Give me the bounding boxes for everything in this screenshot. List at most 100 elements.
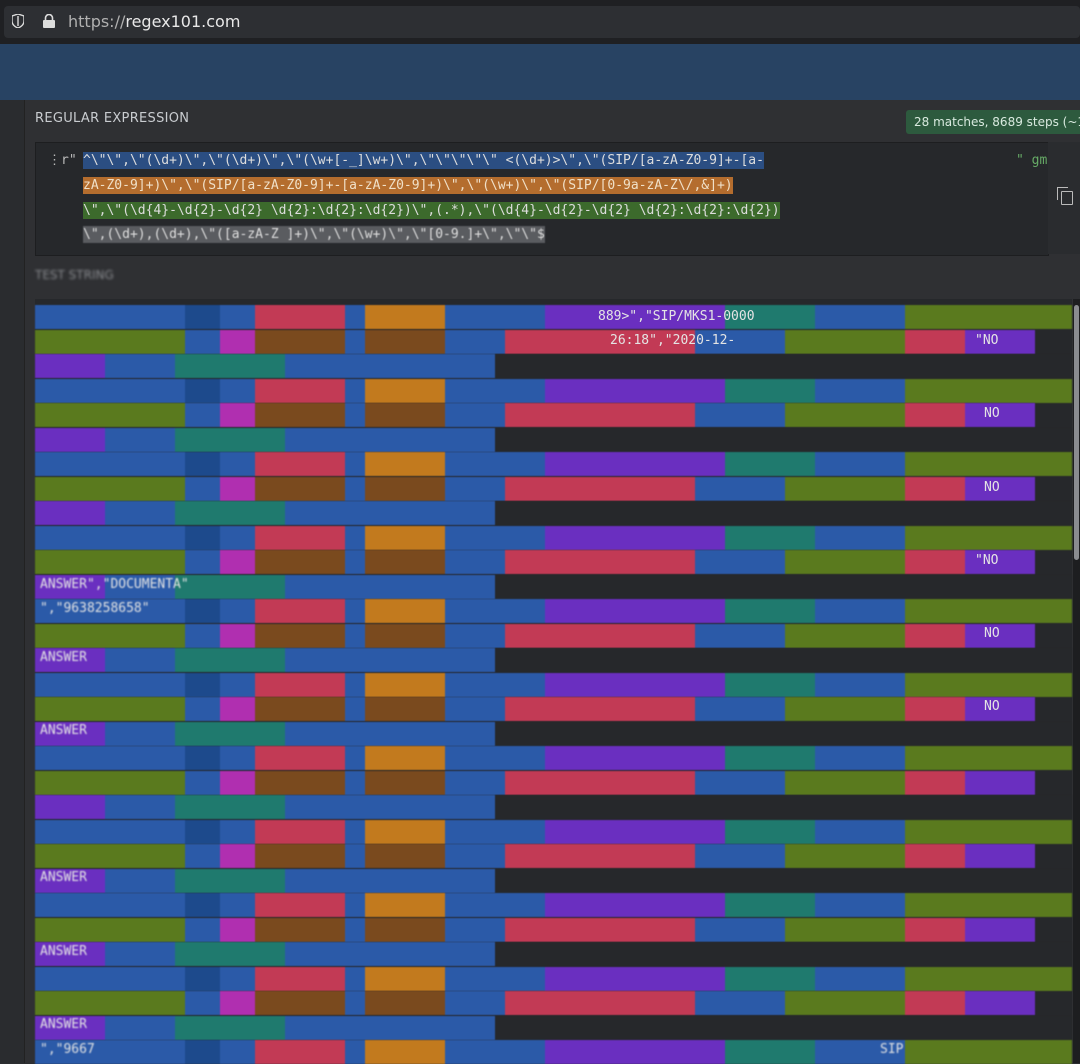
test-fragment-13: ANSWER: [40, 870, 87, 885]
match-segment: [220, 966, 255, 991]
match-segment: [255, 991, 345, 1015]
match-segment: [905, 623, 965, 648]
match-segment: [285, 1015, 495, 1040]
match-segment: [905, 893, 1072, 917]
match-segment: [905, 525, 1072, 550]
match-segment: [185, 525, 220, 550]
match-segment: [285, 574, 495, 599]
match-segment: [35, 795, 105, 819]
match-segment: [105, 574, 175, 599]
regex-line-1[interactable]: ^\"\",\"(\d+)\",\"(\d+)\",\"(\w+[-_]\w+)…: [83, 150, 764, 172]
match-segment: [785, 844, 905, 868]
match-segment: [285, 648, 495, 672]
match-segment: [725, 452, 815, 476]
match-segment: [255, 893, 345, 917]
match-segment: [175, 501, 285, 525]
match-row: [35, 917, 1072, 942]
match-segment: [185, 403, 220, 427]
match-segment: [35, 599, 185, 623]
match-segment: [105, 942, 175, 966]
match-segment: [905, 819, 1072, 844]
match-segment: [345, 917, 365, 942]
test-fragment-1: 889>","SIP/MKS1-0000: [598, 309, 755, 324]
match-segment: [815, 599, 905, 623]
match-segment: [695, 844, 785, 868]
match-segment: [255, 917, 345, 942]
test-fragment-2: 26:18","2020-12-: [610, 333, 736, 348]
scrollbar-thumb[interactable]: [1074, 305, 1079, 560]
test-fragment-5: NO: [984, 480, 1000, 495]
match-segment: [545, 1040, 725, 1064]
scrollbar[interactable]: [1073, 299, 1080, 1063]
match-segment: [815, 819, 905, 844]
address-bar[interactable]: [4, 6, 1080, 38]
match-segment: [255, 844, 345, 868]
match-segment: [445, 623, 505, 648]
match-segment: [220, 672, 255, 697]
match-segment: [35, 403, 185, 427]
match-segment: [35, 819, 185, 844]
match-segment: [495, 1015, 1072, 1040]
match-segment: [35, 574, 105, 599]
regex-line-3[interactable]: \",\"(\d{4}-\d{2}-\d{2} \d{2}:\d{2}:\d{2…: [83, 200, 780, 222]
match-segment: [495, 427, 1072, 452]
test-fragment-10: ANSWER: [40, 650, 87, 665]
match-row: [35, 1040, 1072, 1064]
match-segment: [695, 917, 785, 942]
match-segment: [365, 844, 445, 868]
test-fragment-17: SIP: [880, 1042, 904, 1057]
match-segment: [365, 329, 445, 354]
match-segment: [365, 893, 445, 917]
match-row: [35, 746, 1072, 770]
copy-icon[interactable]: [1057, 187, 1073, 205]
regex-line-2[interactable]: zA-Z0-9]+)\",\"(SIP/[a-zA-Z0-9]+-[a-zA-Z…: [83, 175, 733, 197]
match-segment: [105, 868, 175, 893]
match-segment: [905, 1040, 1072, 1064]
url-text[interactable]: https://regex101.com: [68, 12, 241, 31]
match-segment: [175, 574, 285, 599]
match-segment: [445, 403, 505, 427]
match-segment: [35, 942, 105, 966]
match-segment: [220, 599, 255, 623]
match-segment: [35, 550, 185, 574]
match-segment: [35, 329, 185, 354]
match-segment: [725, 305, 815, 329]
regex-flags[interactable]: " gm: [1016, 153, 1048, 168]
match-segment: [35, 378, 185, 403]
match-segment: [695, 403, 785, 427]
match-segment: [285, 354, 495, 378]
match-segment: [255, 746, 345, 770]
test-fragment-3: "NO: [975, 333, 999, 348]
match-segment: [695, 476, 785, 501]
match-segment: [725, 599, 815, 623]
match-segment: [905, 672, 1072, 697]
match-segment: [785, 403, 905, 427]
match-segment: [255, 329, 345, 354]
match-segment: [725, 378, 815, 403]
regex-line-4[interactable]: \",(\d+),(\d+),\"([a-zA-Z ]+)\",\"(\w+)\…: [83, 224, 545, 246]
match-segment: [905, 452, 1072, 476]
match-segment: [545, 305, 725, 329]
regex-delimiter-open[interactable]: ⋮r": [48, 153, 77, 168]
match-segment: [285, 501, 495, 525]
match-segment: [285, 795, 495, 819]
lock-icon[interactable]: [42, 14, 56, 28]
match-segment: [505, 476, 695, 501]
match-segment: [220, 623, 255, 648]
match-segment: [345, 378, 365, 403]
match-segment: [35, 697, 185, 721]
match-segment: [220, 819, 255, 844]
match-segment: [220, 452, 255, 476]
match-segment: [815, 966, 905, 991]
match-segment: [185, 770, 220, 795]
match-segment: [35, 1015, 105, 1040]
match-segment: [905, 305, 1072, 329]
site-header: [0, 44, 1080, 100]
match-row: [35, 893, 1072, 917]
match-segment: [495, 795, 1072, 819]
match-segment: [35, 427, 105, 452]
match-segment: [815, 452, 905, 476]
match-row: [35, 1015, 1072, 1040]
shield-icon[interactable]: [12, 14, 24, 28]
match-segment: [815, 893, 905, 917]
